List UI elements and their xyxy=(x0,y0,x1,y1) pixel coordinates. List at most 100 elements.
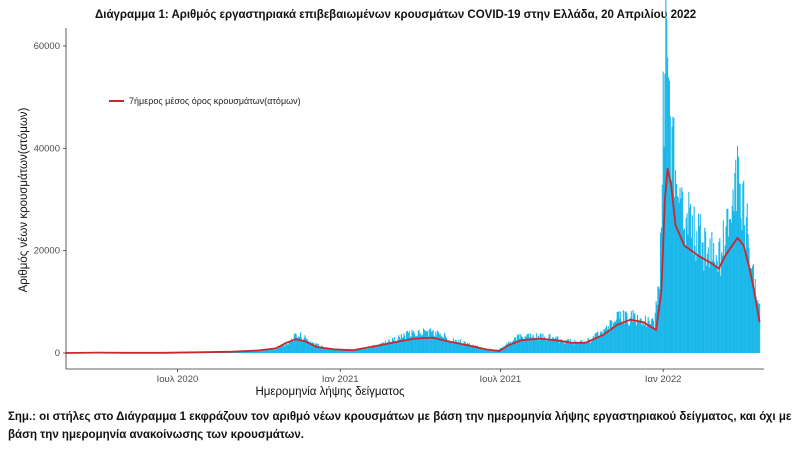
daily-cases-bar xyxy=(292,341,294,353)
daily-cases-bar xyxy=(559,343,561,353)
daily-cases-bar xyxy=(510,344,512,353)
daily-cases-bar xyxy=(724,245,726,353)
daily-cases-bar xyxy=(261,350,263,353)
daily-cases-bar xyxy=(403,333,405,353)
daily-cases-bar xyxy=(721,252,723,353)
daily-cases-bar xyxy=(415,336,417,353)
daily-cases-bar xyxy=(605,327,607,353)
daily-cases-bar xyxy=(688,191,690,353)
daily-cases-bar xyxy=(310,343,312,353)
seven-day-average-line xyxy=(65,167,761,354)
daily-cases-bar xyxy=(414,336,417,353)
daily-cases-bar xyxy=(475,346,478,353)
daily-cases-bar xyxy=(469,345,471,353)
daily-cases-bar xyxy=(259,350,261,353)
daily-cases-bar xyxy=(584,343,586,353)
daily-cases-bar xyxy=(578,341,580,353)
daily-cases-bar xyxy=(700,257,702,353)
daily-cases-bar xyxy=(265,349,267,353)
daily-cases-bar xyxy=(718,241,720,353)
daily-cases-bar xyxy=(535,338,537,353)
daily-cases-bar xyxy=(483,349,486,353)
daily-cases-bar xyxy=(607,326,609,353)
daily-cases-bar xyxy=(419,334,421,353)
daily-cases-bar xyxy=(721,255,724,353)
daily-cases-bar xyxy=(388,339,390,353)
daily-cases-bar xyxy=(378,345,380,353)
daily-cases-bar xyxy=(314,343,317,353)
daily-cases-bar xyxy=(409,337,411,353)
daily-cases-bar xyxy=(585,342,587,353)
daily-cases-bar xyxy=(692,254,694,353)
daily-cases-bar xyxy=(255,350,257,353)
daily-cases-bar xyxy=(401,337,403,353)
daily-cases-bar xyxy=(593,339,595,353)
daily-cases-bar xyxy=(608,330,610,353)
daily-cases-bar xyxy=(526,333,528,353)
daily-cases-bar xyxy=(515,340,517,353)
daily-cases-bar xyxy=(392,339,394,353)
daily-cases-bar xyxy=(434,337,436,353)
daily-cases-bar xyxy=(609,319,611,353)
daily-cases-bar xyxy=(613,321,616,353)
daily-cases-bar xyxy=(701,242,703,353)
daily-cases-bar xyxy=(349,350,351,353)
daily-cases-bar xyxy=(617,311,619,353)
y-tick-label: 40000 xyxy=(34,143,60,154)
daily-cases-bar xyxy=(601,331,603,353)
daily-cases-bar xyxy=(352,350,354,353)
daily-cases-bar xyxy=(302,340,304,353)
daily-cases-bar xyxy=(436,335,438,353)
daily-cases-bar xyxy=(509,341,511,353)
daily-cases-bar xyxy=(512,341,514,353)
daily-cases-bar xyxy=(309,341,311,353)
daily-cases-bar xyxy=(573,344,575,353)
daily-cases-bar xyxy=(439,333,441,353)
daily-cases-bar xyxy=(425,330,427,353)
daily-cases-bar xyxy=(629,317,632,353)
daily-cases-bar xyxy=(320,346,322,353)
daily-cases-bar xyxy=(380,345,382,353)
daily-cases-bar xyxy=(459,343,461,353)
daily-cases-bar xyxy=(604,329,606,353)
daily-cases-bar xyxy=(350,349,352,353)
daily-cases-bar xyxy=(404,335,406,353)
daily-cases-bar xyxy=(758,303,760,353)
daily-cases-bar xyxy=(278,347,280,353)
daily-cases-bar xyxy=(296,337,298,353)
daily-cases-bar xyxy=(443,338,445,353)
daily-cases-bar xyxy=(343,349,345,353)
daily-cases-bar xyxy=(735,159,737,353)
daily-cases-bar xyxy=(376,346,378,353)
daily-cases-bar xyxy=(723,258,725,353)
daily-cases-bar xyxy=(682,229,685,353)
daily-cases-bar xyxy=(658,286,660,353)
daily-cases-bar xyxy=(501,348,503,353)
daily-cases-bar xyxy=(395,340,397,353)
daily-cases-bar xyxy=(552,337,554,353)
daily-cases-bar xyxy=(406,331,409,353)
daily-cases-bar xyxy=(487,349,489,353)
daily-cases-bar xyxy=(547,338,549,353)
daily-cases-bar xyxy=(423,329,425,353)
daily-cases-bar xyxy=(746,203,748,353)
daily-cases-bar xyxy=(408,331,410,353)
daily-cases-bar xyxy=(477,347,479,353)
daily-cases-bar xyxy=(726,208,728,353)
daily-cases-bar xyxy=(330,347,332,353)
daily-cases-bar xyxy=(558,339,560,353)
daily-cases-bar xyxy=(493,350,495,353)
daily-cases-bar xyxy=(740,218,742,353)
daily-cases-bar xyxy=(449,340,451,353)
daily-cases-bar xyxy=(616,311,618,353)
daily-cases-bar xyxy=(524,336,526,353)
daily-cases-bar xyxy=(753,293,755,353)
daily-cases-bar xyxy=(625,311,627,353)
daily-cases-bar xyxy=(491,349,493,353)
daily-cases-bar xyxy=(685,218,687,353)
daily-cases-bar xyxy=(554,337,556,353)
daily-cases-bar xyxy=(518,333,520,353)
daily-cases-bar xyxy=(737,156,739,353)
daily-cases-bar xyxy=(473,346,475,353)
